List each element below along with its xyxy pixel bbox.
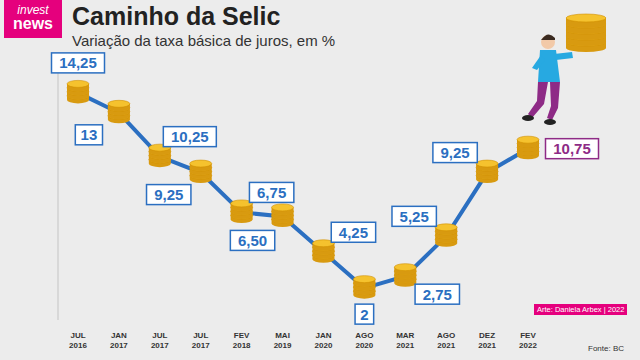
svg-text:14,25: 14,25 (59, 54, 97, 71)
svg-text:2016: 2016 (69, 341, 87, 350)
svg-text:JUL: JUL (70, 331, 85, 340)
svg-text:2017: 2017 (192, 341, 210, 350)
html-text:Variação da taxa básica de jur: Variação da taxa básica de juros, em % (72, 32, 336, 49)
svg-text:MAR: MAR (396, 331, 414, 340)
svg-text:5,25: 5,25 (400, 208, 429, 225)
svg-text:2017: 2017 (110, 341, 128, 350)
svg-text:2020: 2020 (355, 341, 373, 350)
svg-text:2,75: 2,75 (423, 286, 452, 303)
svg-text:2022: 2022 (519, 341, 537, 350)
html-text:Fonte: BC: Fonte: BC (588, 344, 624, 353)
html-text:news: news (13, 15, 53, 32)
svg-text:FEV: FEV (520, 331, 536, 340)
html-text:Caminho da Selic: Caminho da Selic (72, 2, 281, 30)
svg-text:9,25: 9,25 (440, 144, 469, 161)
svg-text:6,75: 6,75 (257, 184, 286, 201)
svg-text:2021: 2021 (478, 341, 496, 350)
svg-text:JAN: JAN (111, 331, 127, 340)
svg-text:2018: 2018 (233, 341, 251, 350)
svg-text:6,50: 6,50 (238, 232, 267, 249)
svg-text:MAI: MAI (275, 331, 290, 340)
svg-text:JUL: JUL (152, 331, 167, 340)
svg-text:4,25: 4,25 (339, 224, 368, 241)
svg-text:10,75: 10,75 (553, 140, 591, 157)
svg-text:2021: 2021 (437, 341, 455, 350)
svg-text:10,25: 10,25 (171, 128, 209, 145)
svg-text:AGO: AGO (437, 331, 455, 340)
svg-text:2020: 2020 (315, 341, 333, 350)
svg-text:2021: 2021 (396, 341, 414, 350)
svg-text:13: 13 (81, 126, 98, 143)
svg-text:9,25: 9,25 (154, 186, 183, 203)
svg-text:AGO: AGO (355, 331, 373, 340)
svg-text:JAN: JAN (315, 331, 331, 340)
svg-text:2019: 2019 (274, 341, 292, 350)
html-text:Arte: Daniela Arbex | 2022: Arte: Daniela Arbex | 2022 (537, 305, 625, 314)
svg-text:FEV: FEV (234, 331, 250, 340)
svg-text:DEZ: DEZ (479, 331, 495, 340)
svg-text:2: 2 (360, 306, 368, 323)
svg-text:2017: 2017 (151, 341, 169, 350)
html-text:invest: invest (17, 3, 49, 17)
svg-text:JUL: JUL (193, 331, 208, 340)
